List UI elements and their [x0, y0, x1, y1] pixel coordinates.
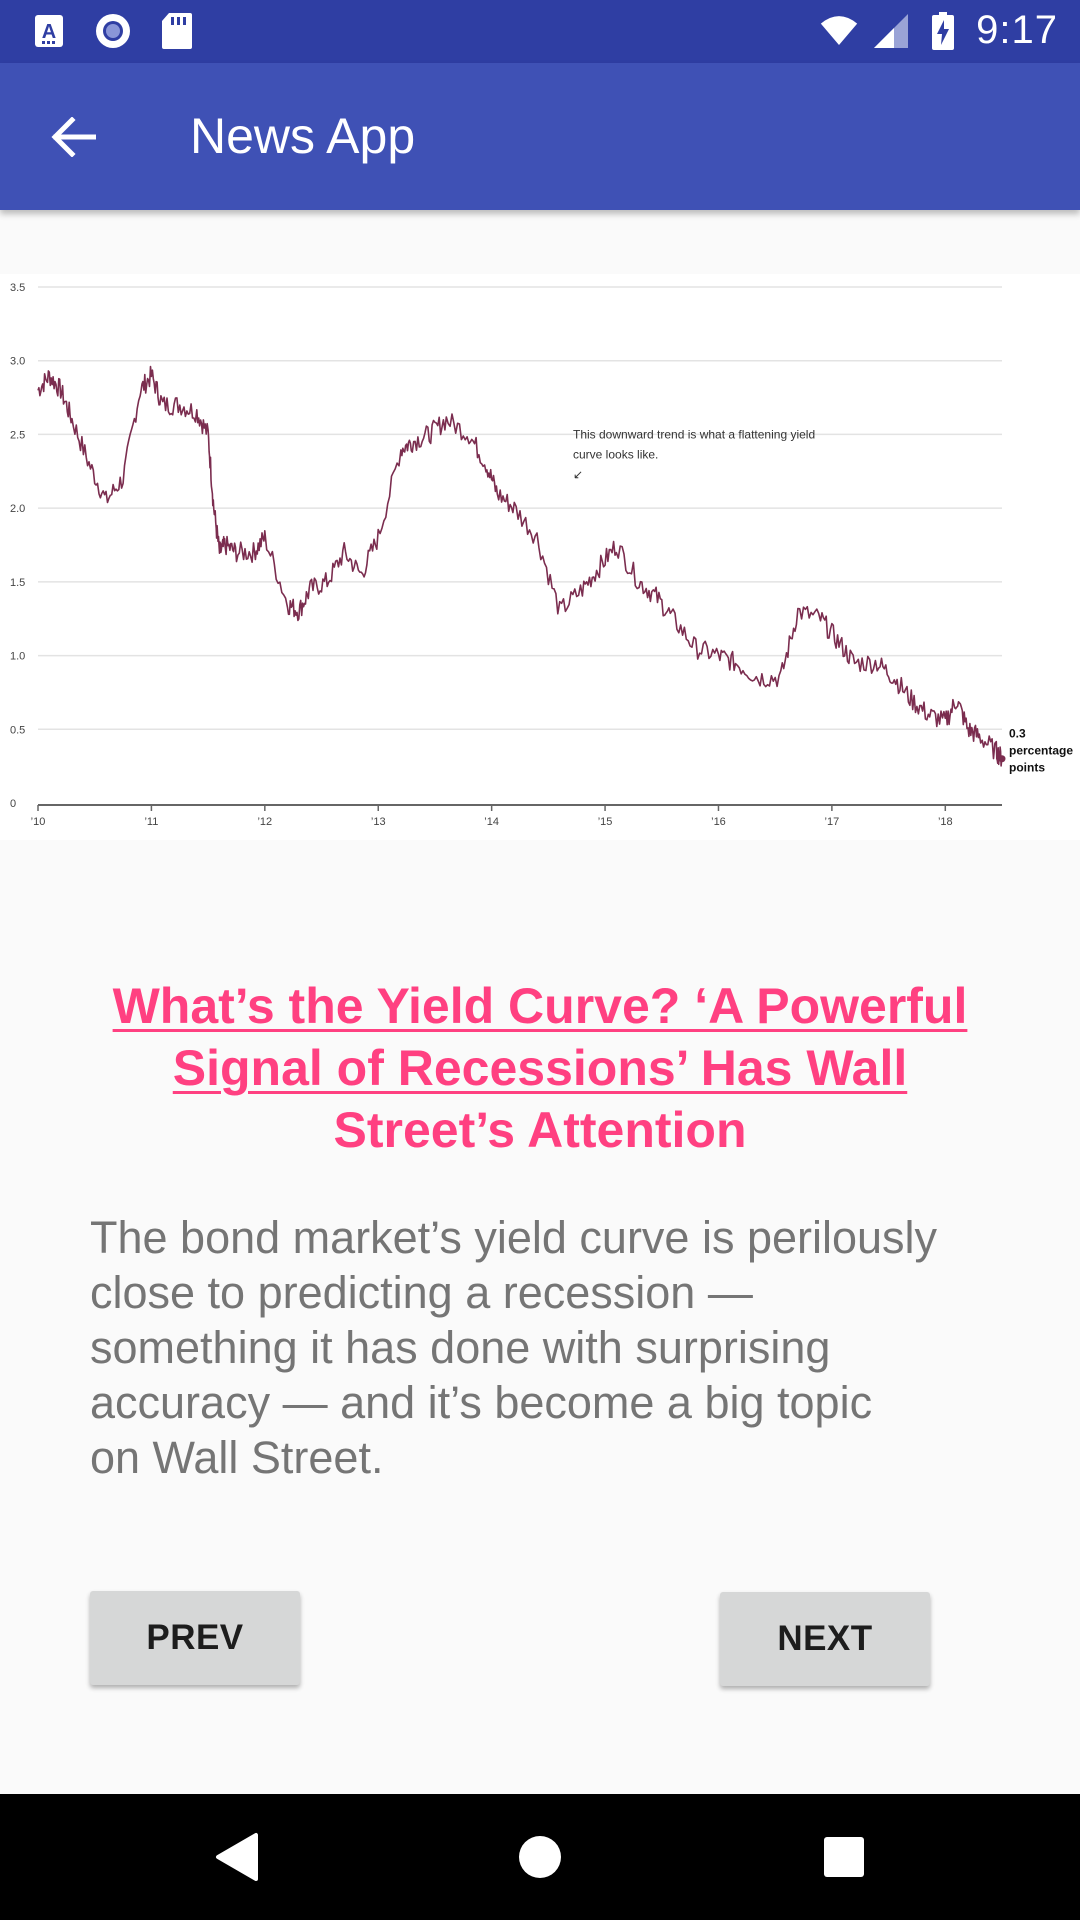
- series-end-point: [998, 755, 1006, 763]
- arrow-back-icon: [51, 117, 96, 157]
- headline-line-1[interactable]: What’s the Yield Curve? ‘A Powerful: [112, 978, 968, 1034]
- headline-line-2[interactable]: Signal of Recessions’ Has Wall: [172, 1040, 908, 1096]
- battery-charging-icon: [924, 11, 962, 50]
- y-tick-label: 3.0: [10, 356, 25, 368]
- x-tick-label: ’11: [144, 816, 158, 828]
- y-tick-label: 1.5: [10, 577, 25, 589]
- next-button[interactable]: NEXT: [720, 1592, 930, 1686]
- end-value-label: points: [1009, 760, 1045, 774]
- x-tick-label: ’18: [938, 816, 953, 828]
- x-tick-label: ’12: [257, 816, 272, 828]
- navigation-bar: [0, 1794, 1080, 1920]
- chart-annotation: curve looks like.: [573, 447, 658, 461]
- article-headline[interactable]: What’s the Yield Curve? ‘A Powerful Sign…: [90, 975, 990, 1161]
- home-nav-button[interactable]: [507, 1824, 573, 1890]
- x-tick-label: ’15: [598, 816, 613, 828]
- svg-text:A: A: [42, 21, 56, 43]
- sd-card-icon: [158, 12, 196, 50]
- home-circle-icon: [519, 1836, 561, 1878]
- end-value-label: percentage: [1009, 743, 1073, 757]
- x-tick-label: ’17: [825, 816, 840, 828]
- end-value-label: 0.3: [1009, 726, 1026, 740]
- cell-signal-icon: [872, 12, 910, 50]
- back-button[interactable]: [38, 107, 108, 167]
- back-nav-button[interactable]: [203, 1824, 269, 1890]
- headline-line-3[interactable]: Street’s Attention: [333, 1102, 747, 1158]
- clock: 9:17: [976, 8, 1058, 52]
- prev-button[interactable]: PREV: [90, 1591, 300, 1685]
- recents-nav-button[interactable]: [811, 1824, 877, 1890]
- article-chart-image: 0 0.5 1.0 1.5 2.0 2.5 3.0 3.5 ’10 ’11 ’12 ’13 ’14 ’15…: [0, 274, 1080, 840]
- y-tick-label: 0: [10, 798, 16, 810]
- app-bar: News App: [0, 63, 1080, 210]
- text-input-icon: A: [30, 12, 68, 50]
- y-tick-label: 1.0: [10, 651, 25, 663]
- wifi-icon: [820, 12, 858, 50]
- chart-annotation: This downward trend is what a flattening…: [573, 427, 815, 441]
- yield-curve-chart: 0 0.5 1.0 1.5 2.0 2.5 3.0 3.5 ’10 ’11 ’12 ’13 ’14 ’15…: [10, 282, 1073, 828]
- chart-annotation: ↙: [573, 467, 583, 481]
- y-tick-label: 0.5: [10, 724, 25, 736]
- y-tick-label: 2.5: [10, 429, 25, 441]
- series-line: [37, 365, 1003, 767]
- back-triangle-icon: [216, 1833, 258, 1881]
- y-tick-label: 3.5: [10, 282, 25, 294]
- app-title: News App: [190, 108, 416, 164]
- x-tick-label: ’10: [31, 816, 46, 828]
- y-tick-label: 2.0: [10, 503, 25, 515]
- radio-record-icon: [94, 12, 132, 50]
- x-tick-label: ’13: [371, 816, 386, 828]
- article-summary: The bond market’s yield curve is perilou…: [90, 1212, 938, 1483]
- status-bar: A 9:17: [0, 0, 1080, 63]
- x-tick-label: ’16: [711, 816, 726, 828]
- x-tick-label: ’14: [484, 816, 499, 828]
- recents-square-icon: [824, 1837, 864, 1877]
